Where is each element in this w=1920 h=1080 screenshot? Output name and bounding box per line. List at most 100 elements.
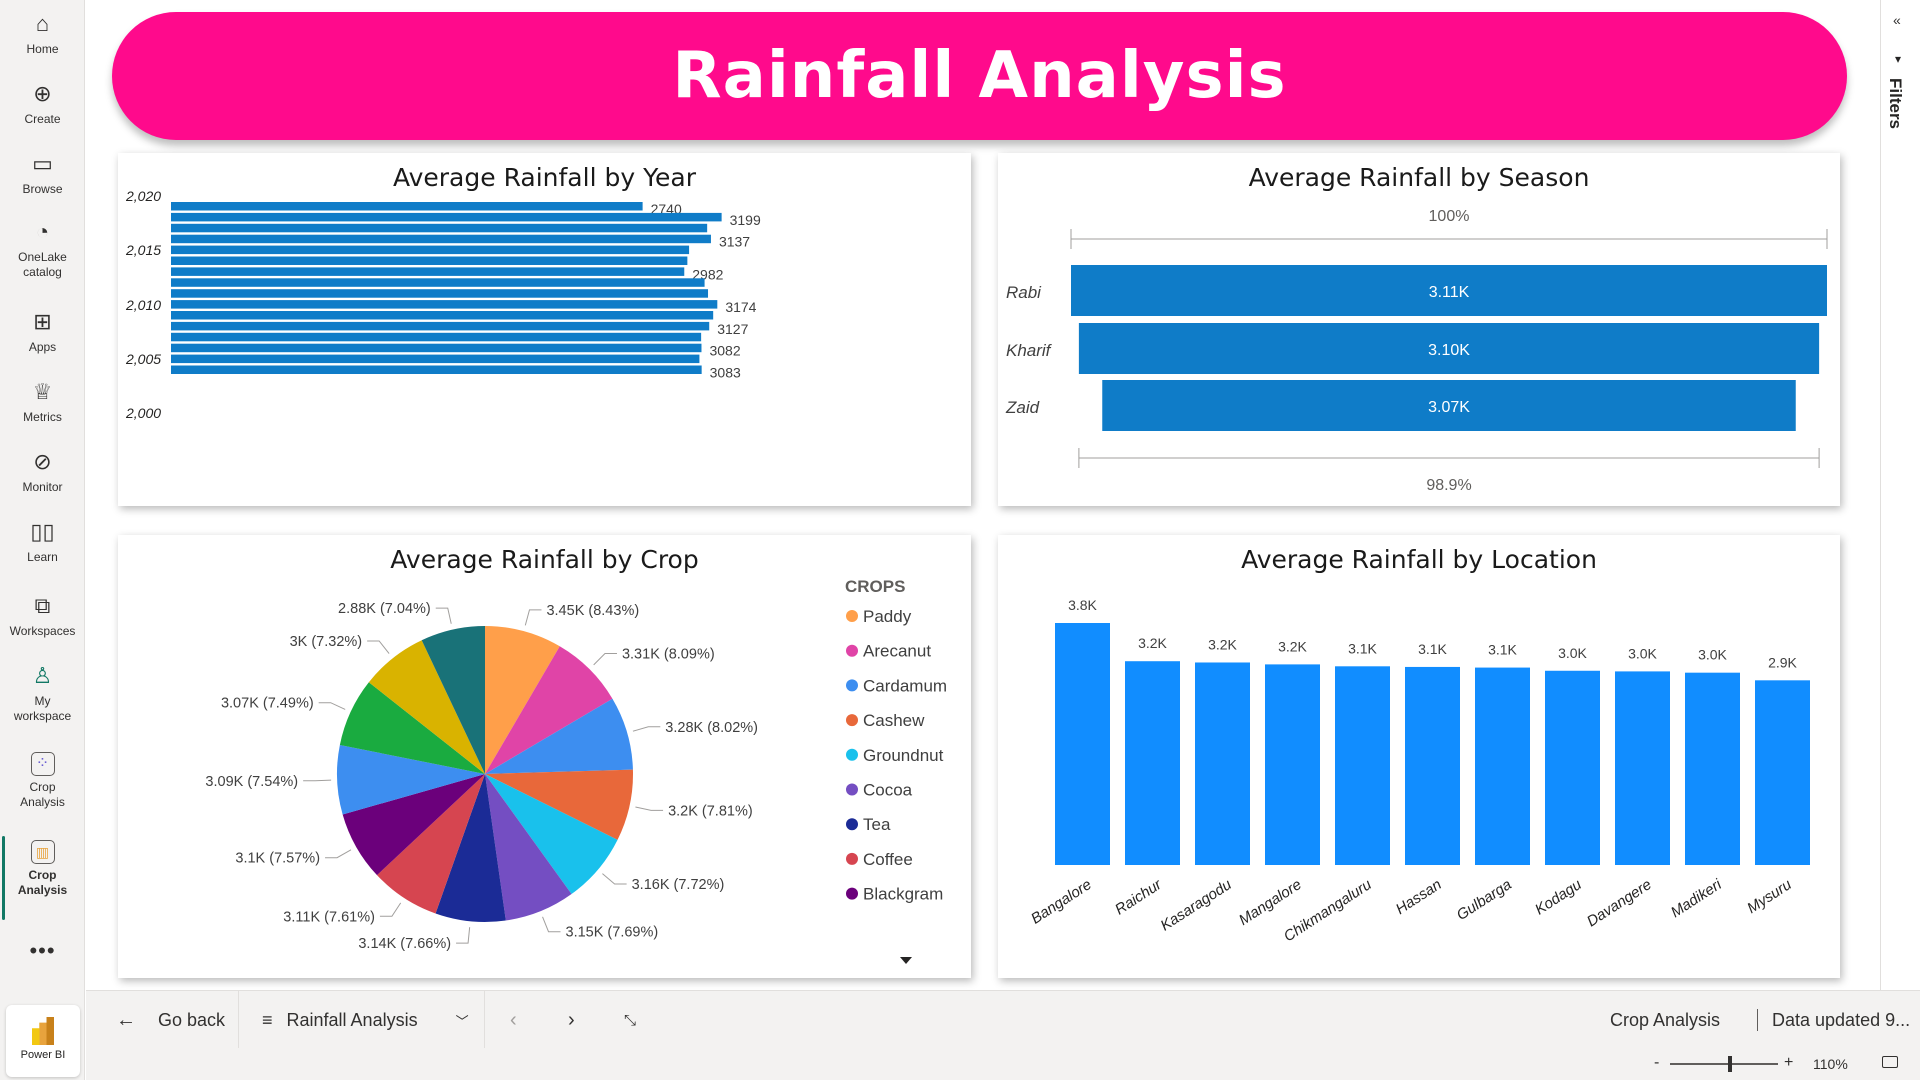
nav-item-label: Monitor <box>22 480 63 494</box>
pie-slice <box>485 646 613 774</box>
zoom-in-button[interactable]: + <box>1784 1054 1794 1071</box>
data-label: 3199 <box>730 212 761 228</box>
data-label: 3.2K <box>1278 638 1307 654</box>
leader-line <box>632 726 661 732</box>
next-page-button[interactable]: › <box>568 991 575 1049</box>
x-tick-label: Davangere <box>1584 876 1655 930</box>
slice-data-label: 3.14K (7.66%) <box>358 936 451 952</box>
zoom-level[interactable]: 110% <box>1813 1056 1848 1072</box>
nav-item-label: OneLake catalog <box>18 250 67 279</box>
go-back-button[interactable]: ← Go back <box>116 991 225 1049</box>
nav-item-person[interactable]: ♙ My workspace <box>0 662 85 724</box>
nav-item-home[interactable]: ⌂ Home <box>0 10 85 57</box>
crop-pie-chart[interactable]: 3.45K (8.43%) 3.31K (8.09%) 3.28K (8.02%) 3… <box>118 535 971 978</box>
collapse-arrows-icon: ⤡ <box>624 1011 637 1029</box>
chart-title: Average Rainfall by Year <box>392 163 697 192</box>
year-bar <box>171 300 718 309</box>
nav-item-monitor[interactable]: ⊘ Monitor <box>0 448 85 495</box>
y-tick-label: 2,015 <box>125 242 161 258</box>
data-label: 3.8K <box>1068 597 1097 613</box>
season-chart-card[interactable]: Average Rainfall by Season 100% Rabi 3.11K… <box>998 153 1840 506</box>
legend-marker <box>846 783 858 796</box>
leader-line <box>379 902 402 917</box>
x-tick-label: Kodagu <box>1532 876 1585 919</box>
workspaces-icon: ⧉ <box>34 593 51 618</box>
category-label: Zaid <box>1005 398 1040 417</box>
person-icon: ♙ <box>32 663 53 688</box>
legend-marker <box>846 714 858 727</box>
legend-entry: Coffee <box>863 850 913 869</box>
year-bar <box>171 245 690 255</box>
onelake-icon: ◔ <box>35 219 50 244</box>
chart-title: Average Rainfall by Season <box>1248 163 1590 192</box>
data-label: 3127 <box>717 321 748 337</box>
page-selector[interactable]: ≡ Rainfall Analysis ﹀ <box>262 991 469 1049</box>
pie-slice <box>485 769 633 840</box>
zoom-out-button[interactable]: - <box>1654 1054 1660 1071</box>
crop-chart-card[interactable]: Average Rainfall by Crop 3.45K (8.43%) 3.… <box>118 535 971 978</box>
nav-item-book[interactable]: ▯▯ Learn <box>0 518 85 565</box>
legend-entry: Cardamum <box>863 676 947 695</box>
leader-line <box>456 927 471 944</box>
year-bar <box>171 234 711 244</box>
collapse-chevron-icon[interactable]: « <box>1893 12 1901 28</box>
leader-line <box>367 640 390 654</box>
year-chart-card[interactable]: Average Rainfall by Year 2,020 2,015 2,010… <box>118 153 971 506</box>
nav-item-browse[interactable]: ▭ Browse <box>0 150 85 197</box>
filters-pane[interactable]: « ▾ Filters <box>1880 0 1920 990</box>
nav-item-workspaces[interactable]: ⧉ Workspaces <box>0 592 85 639</box>
year-bar <box>171 278 705 287</box>
data-label: 3.2K <box>1208 636 1237 652</box>
x-tick-label: Kasaragodu <box>1158 876 1236 935</box>
zoom-slider[interactable] <box>1670 1056 1778 1072</box>
year-bar-chart[interactable]: 2,0202,0152,0102,0052,000274031993137298… <box>118 153 971 506</box>
legend-marker <box>846 748 858 761</box>
report-name[interactable]: Crop Analysis <box>1610 991 1720 1049</box>
data-label: 3.0K <box>1698 647 1727 663</box>
fit-to-page-icon[interactable] <box>1882 1056 1898 1068</box>
y-tick-label: 2,010 <box>125 297 161 313</box>
fit-page-button[interactable]: ⤡ <box>624 991 636 1049</box>
nav-item-label: Apps <box>28 340 57 354</box>
legend-scroll-down-icon[interactable] <box>900 957 912 964</box>
location-bar-chart[interactable]: 3.8K Bangalore 3.2K Raichur 3.2K Kasaragodu 3.… <box>998 535 1840 978</box>
legend-marker <box>846 887 858 900</box>
pie-slice <box>376 774 485 914</box>
previous-page-button[interactable]: ‹ <box>510 991 517 1049</box>
book-icon: ▯▯ <box>30 519 55 544</box>
workspace-grid-icon: ⁘ <box>30 752 55 776</box>
legend-marker <box>846 852 858 865</box>
location-bar <box>1685 672 1740 865</box>
season-funnel-chart[interactable]: 100% Rabi 3.11K Kharif 3.10K Zaid 3.07K 98.9% <box>998 153 1840 506</box>
powerbi-switcher[interactable]: Power BI <box>6 1005 80 1077</box>
filters-label[interactable]: Filters <box>1886 78 1905 130</box>
year-bar <box>171 343 702 353</box>
slice-data-label: 3.16K (7.72%) <box>632 877 725 893</box>
year-bar <box>171 223 708 233</box>
nav-item-label: Metrics <box>23 410 62 424</box>
apps-icon: ⊞ <box>33 309 52 334</box>
location-bar <box>1055 623 1110 865</box>
location-chart-card[interactable]: Average Rainfall by Location 3.8K Bangalo… <box>998 535 1840 978</box>
leader-line <box>435 607 452 624</box>
nav-item-create[interactable]: ⊕ Create <box>0 80 85 127</box>
nav-item-report[interactable]: ▥ Crop Analysis <box>0 836 85 920</box>
pie-slice <box>435 774 506 922</box>
nav-item-apps[interactable]: ⊞ Apps <box>0 308 85 355</box>
zoom-slider-thumb[interactable] <box>1728 1056 1732 1072</box>
browse-icon: ▭ <box>32 151 53 176</box>
leader-line <box>542 916 561 933</box>
more-options-button[interactable]: ••• <box>29 938 56 963</box>
nav-item-trophy[interactable]: ♕ Metrics <box>0 378 85 425</box>
data-updated[interactable]: Data updated 9... <box>1772 991 1910 1049</box>
nav-item-workspace-grid[interactable]: ⁘ Crop Analysis <box>0 752 85 810</box>
x-tick-label: Mysuru <box>1744 876 1795 917</box>
legend-entry: Tea <box>863 815 891 834</box>
year-bar <box>171 311 714 320</box>
location-bar <box>1615 671 1670 865</box>
nav-item-label: Create <box>24 112 61 126</box>
year-bar <box>171 202 643 211</box>
chevron-right-icon: › <box>568 1008 575 1031</box>
nav-item-onelake[interactable]: ◔ OneLake catalog <box>0 218 85 280</box>
legend-entry: Cocoa <box>863 781 913 800</box>
